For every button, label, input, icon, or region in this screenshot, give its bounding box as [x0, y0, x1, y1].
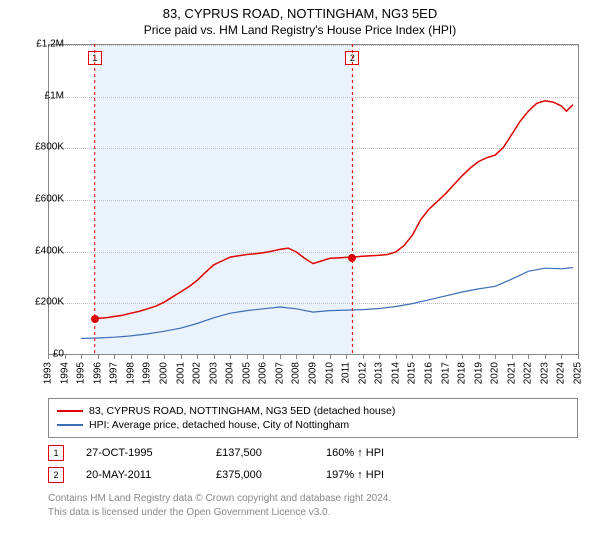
series-line-property — [95, 101, 573, 319]
sale-price: £137,500 — [216, 447, 326, 459]
x-axis-label: 2015 — [407, 362, 418, 384]
x-axis-label: 2001 — [175, 362, 186, 384]
x-axis-label: 2020 — [490, 362, 501, 384]
y-axis-label: £0 — [53, 349, 64, 360]
x-axis-label: 2023 — [539, 362, 550, 384]
y-axis-label: £400K — [35, 245, 64, 256]
sale-date: 20-MAY-2011 — [86, 469, 216, 481]
footer-line: This data is licensed under the Open Gov… — [48, 506, 391, 520]
y-axis-label: £200K — [35, 297, 64, 308]
series-line-hpi — [81, 268, 573, 339]
x-axis-label: 2013 — [374, 362, 385, 384]
chart-subtitle: Price paid vs. HM Land Registry's House … — [0, 21, 600, 41]
x-axis-label: 1995 — [76, 362, 87, 384]
legend-item-property: 83, CYPRUS ROAD, NOTTINGHAM, NG3 5ED (de… — [57, 404, 569, 418]
footer-line: Contains HM Land Registry data © Crown c… — [48, 492, 391, 506]
x-axis-label: 1999 — [142, 362, 153, 384]
sale-hpi: 197% ↑ HPI — [326, 469, 436, 481]
x-axis-label: 2022 — [523, 362, 534, 384]
x-axis-label: 2009 — [308, 362, 319, 384]
x-axis-label: 2014 — [390, 362, 401, 384]
x-axis-label: 2011 — [341, 362, 352, 384]
x-axis-label: 2010 — [324, 362, 335, 384]
x-axis-label: 2007 — [274, 362, 285, 384]
legend-label: 83, CYPRUS ROAD, NOTTINGHAM, NG3 5ED (de… — [89, 405, 395, 417]
x-axis-label: 1997 — [109, 362, 120, 384]
sale-row: 2 20-MAY-2011£375,000197% ↑ HPI — [48, 464, 436, 486]
x-axis-label: 2024 — [556, 362, 567, 384]
sale-row: 1 27-OCT-1995£137,500160% ↑ HPI — [48, 442, 436, 464]
x-axis-label: 2002 — [192, 362, 203, 384]
sales-table: 1 27-OCT-1995£137,500160% ↑ HPI 2 20-MAY-20… — [48, 442, 436, 486]
y-axis-label: £1M — [45, 90, 64, 101]
legend-swatch — [57, 410, 83, 412]
x-axis-label: 1998 — [125, 362, 136, 384]
x-axis-label: 2008 — [291, 362, 302, 384]
x-axis-label: 2006 — [258, 362, 269, 384]
x-axis-label: 1993 — [43, 362, 54, 384]
x-axis-label: 2012 — [357, 362, 368, 384]
legend-label: HPI: Average price, detached house, City… — [89, 419, 349, 431]
y-axis-label: £1.2M — [36, 39, 64, 50]
x-axis-label: 2016 — [423, 362, 434, 384]
x-axis-label: 1994 — [59, 362, 70, 384]
sale-number-box: 2 — [48, 467, 64, 483]
x-axis-labels: 1993199419951996199719981999200020012002… — [48, 356, 578, 396]
sale-price: £375,000 — [216, 469, 326, 481]
legend-item-hpi: HPI: Average price, detached house, City… — [57, 418, 569, 432]
x-axis-label: 2025 — [573, 362, 584, 384]
legend-swatch — [57, 424, 83, 426]
x-axis-label: 2019 — [473, 362, 484, 384]
sale-number-box: 1 — [48, 445, 64, 461]
x-axis-label: 2000 — [158, 362, 169, 384]
x-axis-label: 2005 — [241, 362, 252, 384]
y-axis-label: £600K — [35, 194, 64, 205]
x-axis-label: 2017 — [440, 362, 451, 384]
x-axis-label: 1996 — [92, 362, 103, 384]
y-axis-label: £800K — [35, 142, 64, 153]
x-axis-label: 2004 — [225, 362, 236, 384]
sale-hpi: 160% ↑ HPI — [326, 447, 436, 459]
chart-title: 83, CYPRUS ROAD, NOTTINGHAM, NG3 5ED — [0, 0, 600, 21]
chart-plot-area: 12 — [48, 44, 578, 354]
footer-attribution: Contains HM Land Registry data © Crown c… — [48, 492, 391, 519]
sale-date: 27-OCT-1995 — [86, 447, 216, 459]
chart-legend: 83, CYPRUS ROAD, NOTTINGHAM, NG3 5ED (de… — [48, 398, 578, 438]
x-axis-label: 2003 — [208, 362, 219, 384]
x-axis-label: 2021 — [506, 362, 517, 384]
x-axis-label: 2018 — [457, 362, 468, 384]
